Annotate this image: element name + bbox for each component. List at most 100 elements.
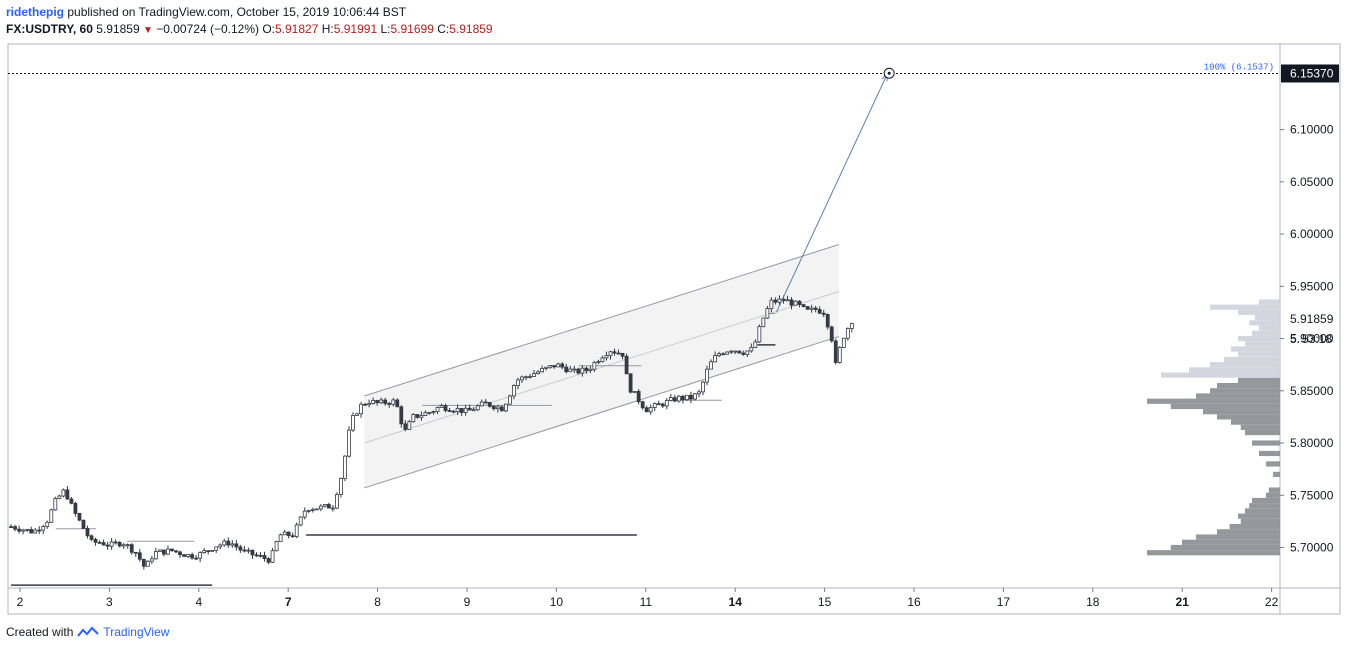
candle-body <box>512 385 516 397</box>
candle-body <box>503 403 508 412</box>
x-tick-label: 9 <box>464 595 471 609</box>
candle-body <box>314 508 319 511</box>
volume-profile-bar <box>1240 518 1280 524</box>
price-change: −0.00724 (−0.12%) <box>156 22 259 36</box>
candle-body <box>817 309 822 314</box>
candle-body <box>475 405 480 411</box>
candle-body <box>845 328 850 339</box>
candle-body <box>737 350 742 354</box>
volume-profile-bar <box>1238 377 1280 383</box>
volume-profile-bar <box>1229 524 1280 530</box>
candle-body <box>149 558 154 562</box>
candle-body <box>403 423 408 430</box>
open-label: O: <box>262 22 275 36</box>
volume-profile-bar <box>1238 513 1280 519</box>
author-link[interactable]: ridethepig <box>6 5 65 19</box>
volume-profile-bar <box>1217 529 1280 535</box>
x-tick-label: 18 <box>1086 595 1100 609</box>
volume-profile-bar <box>1203 409 1280 415</box>
footer: Created with TradingView <box>6 625 169 639</box>
candle-body <box>270 550 275 563</box>
created-with-text: Created with <box>6 625 74 639</box>
candle-body <box>258 554 263 557</box>
close-value: 5.91859 <box>449 22 493 36</box>
candle-body <box>81 519 86 529</box>
symbol-label[interactable]: FX:USDTRY, 60 <box>6 22 93 36</box>
candle-body <box>508 395 512 405</box>
candle-body <box>262 555 267 559</box>
candle-body <box>769 299 774 310</box>
regression-channel-fill <box>364 244 839 488</box>
candle-body <box>158 549 162 552</box>
candle-body <box>564 366 569 373</box>
x-tick-label: 2 <box>17 595 24 609</box>
candle-body <box>656 403 661 406</box>
candle-body <box>137 552 142 560</box>
x-tick-label: 11 <box>640 595 653 609</box>
x-tick-label: 15 <box>818 595 832 609</box>
candle-body <box>254 554 259 557</box>
candle-body <box>166 548 170 555</box>
candle-body <box>129 544 134 553</box>
volume-profile-bar <box>1240 424 1280 430</box>
candle-body <box>117 542 122 547</box>
candle-body <box>85 528 90 537</box>
candle-body <box>294 524 299 538</box>
volume-profile-bar <box>1238 335 1280 342</box>
volume-profile-bar <box>1268 487 1280 493</box>
candle-body <box>339 478 343 495</box>
x-tick-label: 16 <box>907 595 921 609</box>
candle-body <box>833 340 838 363</box>
candle-body <box>837 347 842 363</box>
candle-body <box>463 407 468 413</box>
candle-body <box>745 350 750 355</box>
volume-profile-bar <box>1249 503 1280 509</box>
publish-info: published on TradingView.com, October 15… <box>67 5 407 19</box>
candle-body <box>693 393 697 400</box>
candle-body <box>821 312 826 315</box>
candle-body <box>439 405 444 408</box>
candle-body <box>274 540 279 552</box>
candle-body <box>322 504 327 507</box>
candle-body <box>644 407 649 413</box>
candle-body <box>536 371 540 375</box>
candle-body <box>588 368 593 372</box>
candle-body <box>652 403 657 408</box>
candle-body <box>210 549 215 552</box>
candle-body <box>266 558 271 563</box>
volume-profile-bar <box>1217 382 1280 389</box>
candle-body <box>33 529 38 534</box>
candle-body <box>584 367 589 372</box>
candle-body <box>375 400 380 404</box>
candle-body <box>61 489 66 497</box>
candle-body <box>113 541 118 544</box>
candle-body <box>190 554 194 559</box>
candle-body <box>516 379 520 386</box>
volume-profile-bar <box>1245 341 1280 347</box>
candle-body <box>841 337 846 348</box>
tradingview-brand[interactable]: TradingView <box>103 625 170 639</box>
candle-body <box>765 308 770 319</box>
candle-body <box>540 368 544 373</box>
candle-body <box>391 399 396 405</box>
candle-body <box>620 352 625 357</box>
candle-body <box>13 526 17 530</box>
volume-profile-bar <box>1252 330 1280 336</box>
candle-body <box>749 347 754 352</box>
candle-body <box>672 397 677 402</box>
candle-body <box>773 299 778 303</box>
candle-body <box>202 550 207 554</box>
candle-body <box>41 526 46 531</box>
candle-body <box>17 528 22 532</box>
candle-body <box>757 326 762 343</box>
candle-body <box>648 407 653 413</box>
down-triangle-icon: ▼ <box>142 25 153 36</box>
candle-body <box>310 508 315 511</box>
y-tick-label: 6.05000 <box>1290 175 1334 189</box>
candle-body <box>89 535 94 540</box>
channel-mid-line <box>364 291 840 444</box>
candle-body <box>789 299 794 306</box>
candle-body <box>556 363 561 368</box>
candle-body <box>681 395 685 401</box>
